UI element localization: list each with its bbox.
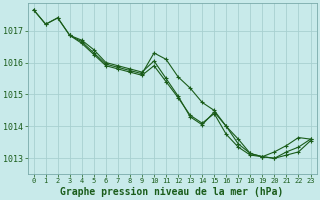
X-axis label: Graphe pression niveau de la mer (hPa): Graphe pression niveau de la mer (hPa) — [60, 186, 284, 197]
